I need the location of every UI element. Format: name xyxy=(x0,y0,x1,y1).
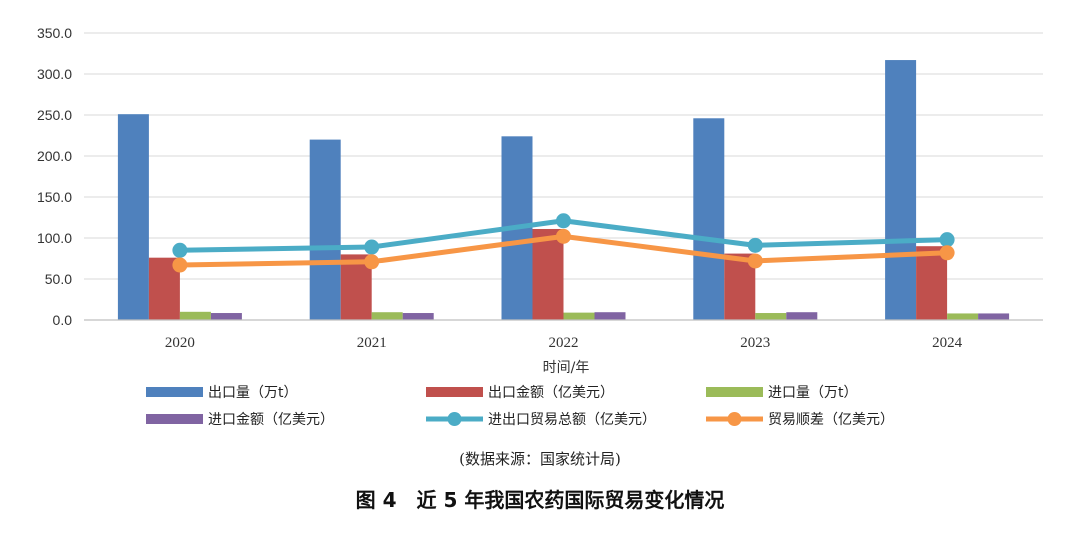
line-point xyxy=(939,232,955,248)
y-axis-ticks: 0.0 50.0 100.0 150.0 200.0 250.0 300.0 350.0 xyxy=(37,25,72,328)
chart: 0.0 50.0 100.0 150.0 200.0 250.0 300.0 350.0 20… xyxy=(37,25,1043,428)
x-tick-label: 2021 xyxy=(357,335,387,351)
bar xyxy=(371,312,403,320)
lines xyxy=(172,213,955,273)
line-point xyxy=(172,242,188,258)
figure-caption: 图 4 近 5 年我国农药国际贸易变化情况 xyxy=(355,488,725,512)
bar xyxy=(117,114,149,321)
y-tick-label: 0.0 xyxy=(53,312,73,328)
x-tick-label: 2024 xyxy=(932,335,963,351)
x-tick-label: 2020 xyxy=(165,335,195,351)
y-tick-label: 350.0 xyxy=(37,25,72,41)
line-point xyxy=(556,228,571,244)
gridlines xyxy=(84,32,1043,280)
bar xyxy=(916,246,948,320)
line-point xyxy=(172,257,188,273)
y-tick-label: 100.0 xyxy=(37,230,72,246)
legend-swatch-marker xyxy=(447,412,462,426)
line-point xyxy=(364,239,380,255)
bar xyxy=(210,313,242,320)
x-axis-ticks: 2020 2021 2022 2023 2024 xyxy=(165,335,963,351)
legend-label: 进口量（万t） xyxy=(768,385,858,401)
legend-label: 进出口贸易总额（亿美元） xyxy=(488,412,656,428)
line-point xyxy=(747,237,763,253)
bar xyxy=(309,139,341,320)
legend-swatch-marker xyxy=(727,412,742,426)
bar xyxy=(402,313,434,320)
bar xyxy=(693,118,725,320)
y-tick-label: 150.0 xyxy=(37,189,72,205)
line-point xyxy=(556,213,571,229)
x-tick-label: 2022 xyxy=(549,335,579,351)
legend-label: 出口金额（亿美元） xyxy=(488,385,614,401)
y-tick-label: 250.0 xyxy=(37,107,72,123)
bar xyxy=(532,228,564,320)
line-point xyxy=(747,253,763,269)
bar xyxy=(563,312,595,320)
y-tick-label: 300.0 xyxy=(37,66,72,82)
y-tick-label: 50.0 xyxy=(45,271,72,287)
line-point xyxy=(364,254,380,270)
x-tick-label: 2023 xyxy=(740,335,770,351)
legend: 出口量（万t） 出口金额（亿美元） 进口量（万t） 进口金额（亿美元） 进出口贸易总额（… xyxy=(146,385,894,428)
bar xyxy=(978,313,1010,320)
line-point xyxy=(939,245,955,261)
y-tick-label: 200.0 xyxy=(37,148,72,164)
legend-label: 出口量（万t） xyxy=(208,385,298,401)
bar xyxy=(885,60,917,321)
bar xyxy=(594,312,626,320)
legend-swatch xyxy=(706,387,763,397)
bar xyxy=(786,312,818,320)
bar xyxy=(947,313,979,320)
bars xyxy=(117,60,1010,321)
x-axis-title: 时间/年 xyxy=(543,360,590,376)
legend-swatch xyxy=(146,414,203,424)
source-note: (数据来源：国家统计局) xyxy=(459,450,621,468)
bar xyxy=(755,313,787,320)
legend-swatch xyxy=(426,387,483,397)
bar xyxy=(179,311,211,320)
legend-swatch xyxy=(146,387,203,397)
legend-label: 贸易顺差（亿美元） xyxy=(768,412,894,428)
legend-label: 进口金额（亿美元） xyxy=(208,412,334,428)
